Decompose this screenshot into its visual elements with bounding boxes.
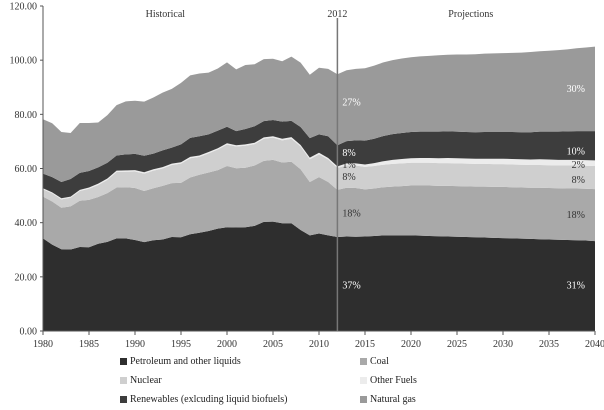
share-label: 27%: [342, 98, 360, 109]
share-label: 8%: [342, 172, 355, 183]
legend-label: Nuclear: [130, 375, 162, 386]
y-tick-label: 20.00: [15, 272, 38, 283]
share-label: 37%: [342, 280, 360, 291]
share-label: 8%: [342, 148, 355, 159]
y-tick-label: 0.00: [20, 327, 38, 338]
x-tick-label: 2035: [539, 339, 559, 350]
legend-item: Other Fuels: [360, 375, 417, 386]
x-tick-label: 2010: [309, 339, 329, 350]
legend-label: Petroleum and other liquids: [130, 356, 241, 367]
share-label: 2%: [572, 160, 585, 171]
legend-swatch: [360, 396, 367, 403]
x-tick-label: 1985: [79, 339, 99, 350]
divider-year-label: 2012: [327, 9, 347, 20]
x-tick-label: 2025: [447, 339, 467, 350]
area-series-2: [43, 137, 595, 208]
y-tick-label: 120.00: [10, 2, 38, 13]
legend-item: Coal: [360, 356, 389, 367]
area-series-1: [43, 159, 595, 250]
legend-swatch: [360, 358, 367, 365]
area-series-4: [43, 120, 595, 199]
y-tick-label: 40.00: [15, 218, 38, 229]
legend-swatch: [120, 396, 127, 403]
area-series-0: [43, 221, 595, 331]
legend-label: Natural gas: [370, 394, 416, 405]
x-tick-label: 1990: [125, 339, 145, 350]
legend-swatch: [120, 377, 127, 384]
share-label: 18%: [342, 209, 360, 220]
legend-label: Renewables (exlcuding liquid biofuels): [130, 394, 288, 405]
x-tick-label: 2005: [263, 339, 283, 350]
x-tick-label: 2040: [585, 339, 604, 350]
x-tick-label: 2000: [217, 339, 237, 350]
share-label: 18%: [567, 210, 585, 221]
x-tick-label: 2015: [355, 339, 375, 350]
y-tick-label: 100.00: [10, 56, 38, 67]
share-labels: 37%18%8%1%8%27%31%18%8%2%10%30%: [342, 84, 585, 291]
share-label: 10%: [567, 146, 585, 157]
stacked-areas: [43, 46, 595, 331]
legend-swatch: [120, 358, 127, 365]
x-tick-label: 2020: [401, 339, 421, 350]
y-tick-label: 80.00: [15, 110, 38, 121]
legend-label: Coal: [370, 356, 389, 367]
chart-axes: 0.00 20.00 40.00 60.00 80.00 100.00 120.00 1980…: [10, 2, 604, 351]
legend-item: Nuclear: [120, 375, 162, 386]
legend-item: Natural gas: [360, 394, 416, 405]
legend-item: Petroleum and other liquids: [120, 356, 241, 367]
legend-label: Other Fuels: [370, 375, 417, 386]
area-series-5: [43, 46, 595, 183]
x-tick-label: 1980: [33, 339, 53, 350]
legend-item: Renewables (exlcuding liquid biofuels): [120, 394, 287, 405]
share-label: 30%: [567, 84, 585, 95]
share-label: 1%: [342, 160, 355, 171]
projections-label: Projections: [448, 9, 493, 20]
x-tick-label: 2030: [493, 339, 513, 350]
x-tick-label: 1995: [171, 339, 191, 350]
historical-label: Historical: [146, 9, 186, 20]
y-tick-label: 60.00: [15, 164, 38, 175]
share-label: 31%: [567, 280, 585, 291]
legend-swatch: [360, 377, 367, 384]
share-label: 8%: [572, 175, 585, 186]
